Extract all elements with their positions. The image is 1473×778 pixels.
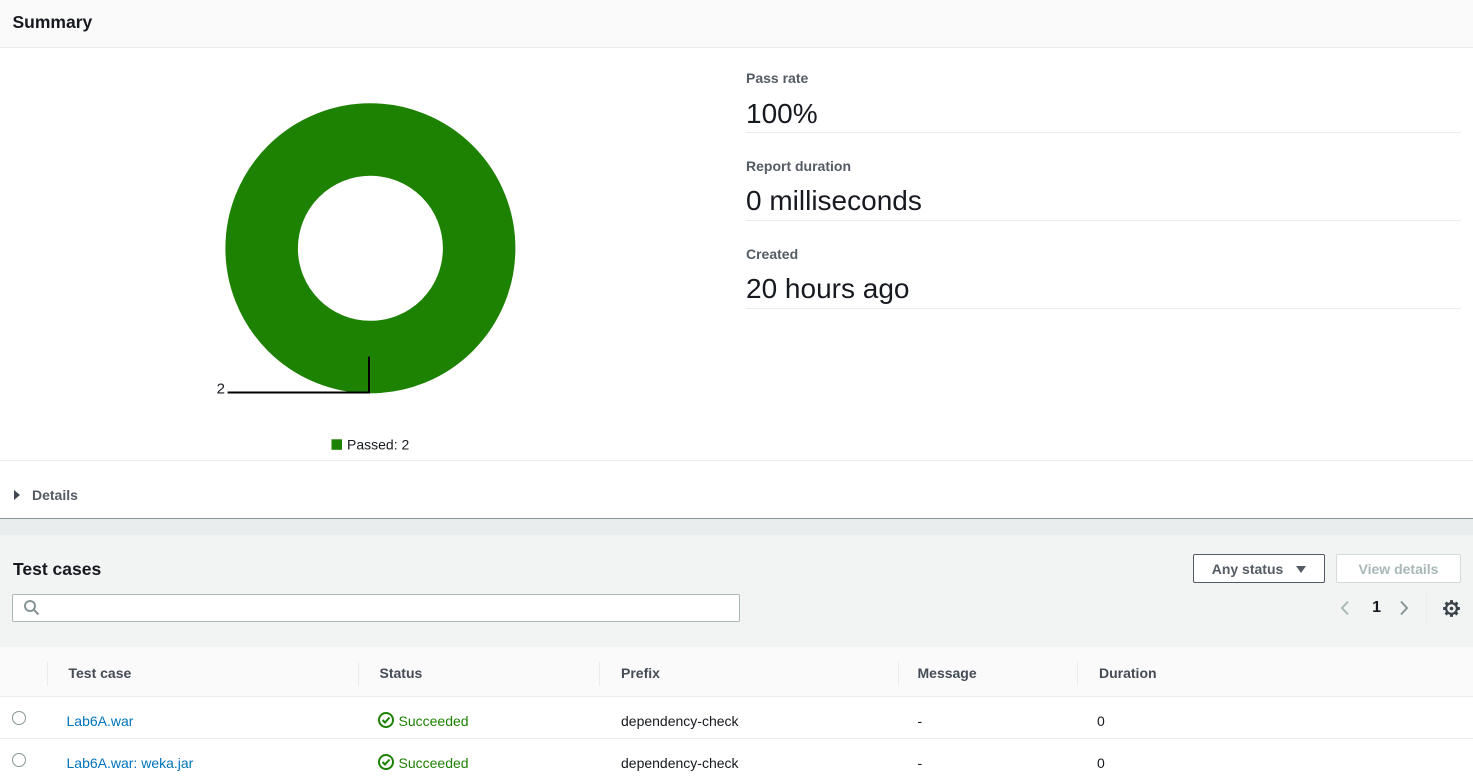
svg-text:Passed: 2: Passed: 2 — [347, 436, 409, 452]
svg-text:2: 2 — [217, 381, 225, 398]
